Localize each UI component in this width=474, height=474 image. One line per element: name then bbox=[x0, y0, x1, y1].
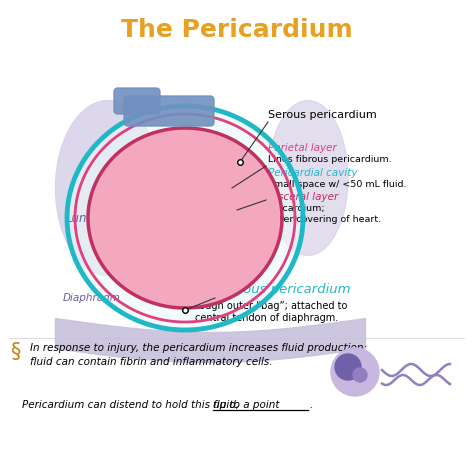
Circle shape bbox=[331, 348, 379, 396]
Polygon shape bbox=[88, 128, 282, 308]
Text: Pericardial cavity: Pericardial cavity bbox=[268, 168, 357, 178]
Text: Diaphragm: Diaphragm bbox=[63, 293, 121, 303]
Text: Parietal layer: Parietal layer bbox=[268, 143, 337, 153]
Text: Fibrous pericardium: Fibrous pericardium bbox=[218, 283, 350, 297]
Text: Lines fibrous pericardium.: Lines fibrous pericardium. bbox=[268, 155, 392, 164]
Text: Epicardium;: Epicardium; bbox=[268, 203, 325, 212]
Text: .: . bbox=[309, 400, 312, 410]
FancyBboxPatch shape bbox=[114, 88, 160, 114]
Text: In response to injury, the pericardium increases fluid production;: In response to injury, the pericardium i… bbox=[30, 343, 367, 353]
Text: Pericardium can distend to hold this fluid,: Pericardium can distend to hold this flu… bbox=[22, 400, 242, 410]
FancyBboxPatch shape bbox=[124, 96, 214, 126]
Ellipse shape bbox=[55, 100, 161, 275]
Text: The Pericardium: The Pericardium bbox=[121, 18, 353, 42]
Text: Lung: Lung bbox=[65, 211, 94, 225]
Circle shape bbox=[353, 368, 367, 382]
Text: Tough outer “bag”; attached to: Tough outer “bag”; attached to bbox=[195, 301, 347, 311]
Text: up to a point: up to a point bbox=[213, 400, 280, 410]
Text: Serous pericardium: Serous pericardium bbox=[268, 110, 377, 120]
Text: §: § bbox=[10, 342, 20, 362]
Text: fluid can contain fibrin and inflammatory cells.: fluid can contain fibrin and inflammator… bbox=[30, 357, 273, 367]
Text: Small space w/ <50 mL fluid.: Small space w/ <50 mL fluid. bbox=[268, 180, 407, 189]
Polygon shape bbox=[67, 106, 303, 330]
Circle shape bbox=[335, 354, 361, 380]
Text: outer covering of heart.: outer covering of heart. bbox=[268, 215, 381, 224]
Text: central tendon of diaphragm.: central tendon of diaphragm. bbox=[195, 313, 338, 323]
Text: Visceral layer: Visceral layer bbox=[268, 192, 338, 202]
Ellipse shape bbox=[268, 100, 348, 255]
